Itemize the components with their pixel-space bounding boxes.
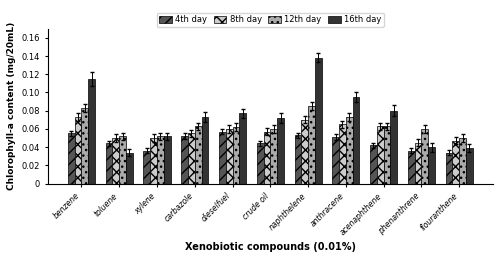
- Bar: [422, 129, 428, 184]
- Bar: [352, 97, 360, 184]
- Bar: [82, 108, 88, 184]
- Bar: [88, 79, 95, 184]
- Bar: [74, 117, 82, 184]
- Bar: [384, 126, 390, 184]
- Bar: [466, 148, 473, 184]
- Bar: [181, 136, 188, 184]
- Bar: [308, 106, 315, 184]
- Bar: [446, 153, 452, 184]
- Bar: [428, 147, 435, 184]
- Bar: [256, 143, 264, 184]
- Bar: [294, 135, 302, 184]
- Bar: [315, 58, 322, 184]
- Bar: [240, 113, 246, 184]
- Bar: [270, 129, 277, 184]
- Bar: [126, 153, 133, 184]
- Bar: [202, 117, 208, 184]
- Bar: [68, 133, 74, 184]
- Bar: [232, 127, 239, 184]
- Bar: [264, 132, 270, 184]
- Bar: [332, 137, 339, 184]
- Bar: [390, 111, 398, 184]
- Bar: [377, 126, 384, 184]
- Bar: [414, 142, 422, 184]
- Bar: [370, 145, 377, 184]
- Bar: [150, 138, 157, 184]
- Bar: [277, 118, 284, 184]
- Bar: [188, 133, 195, 184]
- Bar: [112, 138, 119, 184]
- Bar: [120, 136, 126, 184]
- Bar: [408, 151, 414, 184]
- X-axis label: Xenobiotic compounds (0.01%): Xenobiotic compounds (0.01%): [185, 242, 356, 252]
- Bar: [157, 136, 164, 184]
- Bar: [106, 143, 112, 184]
- Bar: [164, 136, 170, 184]
- Bar: [226, 129, 232, 184]
- Y-axis label: Chlorophyll-a content (mg/20mL): Chlorophyll-a content (mg/20mL): [7, 22, 16, 190]
- Bar: [339, 124, 346, 184]
- Bar: [459, 138, 466, 184]
- Bar: [219, 132, 226, 184]
- Bar: [346, 117, 352, 184]
- Bar: [452, 141, 459, 184]
- Bar: [144, 151, 150, 184]
- Bar: [195, 126, 202, 184]
- Legend: 4th day, 8th day, 12th day, 16th day: 4th day, 8th day, 12th day, 16th day: [157, 13, 384, 27]
- Bar: [302, 120, 308, 184]
